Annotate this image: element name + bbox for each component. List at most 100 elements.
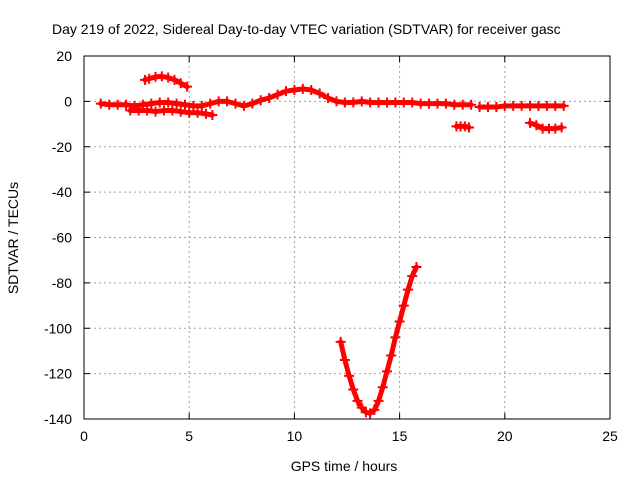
- data-point: [133, 105, 144, 116]
- x-tick-label: 10: [287, 428, 303, 444]
- data-point: [339, 97, 350, 108]
- data-point: [377, 382, 388, 393]
- y-tick-label: -120: [44, 366, 72, 382]
- data-point: [179, 99, 190, 110]
- data-point: [144, 73, 155, 84]
- data-point: [499, 100, 510, 111]
- data-point: [171, 98, 182, 109]
- chart-title: Day 219 of 2022, Sidereal Day-to-day VTE…: [52, 21, 561, 37]
- data-point: [474, 102, 485, 113]
- data-point: [167, 105, 178, 116]
- data-point: [175, 78, 186, 89]
- data-point: [407, 271, 418, 282]
- data-point: [205, 98, 216, 109]
- data-point: [175, 106, 186, 117]
- data-point: [201, 108, 212, 119]
- y-tick-label: -100: [44, 320, 72, 336]
- data-point: [339, 355, 350, 366]
- data-point: [207, 109, 218, 120]
- data-point: [280, 86, 291, 97]
- data-point: [365, 97, 376, 108]
- data-point: [403, 284, 414, 295]
- data-point: [222, 96, 233, 107]
- y-tick-label: -20: [52, 139, 72, 155]
- data-point: [390, 97, 401, 108]
- data-point: [182, 81, 193, 92]
- data-point: [289, 85, 300, 96]
- data-point: [188, 100, 199, 111]
- data-point: [525, 117, 536, 128]
- data-point: [531, 120, 542, 131]
- data-point: [323, 92, 334, 103]
- series-sat-a: [95, 83, 477, 111]
- data-point: [154, 97, 165, 108]
- data-point: [112, 99, 123, 110]
- data-point: [491, 102, 502, 113]
- y-tick-label: 0: [64, 93, 72, 109]
- data-point: [558, 100, 569, 111]
- data-point: [373, 97, 384, 108]
- series-sat-e: [451, 121, 475, 133]
- data-point: [381, 97, 392, 108]
- x-tick-label: 15: [392, 428, 408, 444]
- data-point: [386, 350, 397, 361]
- x-axis-label: GPS time / hours: [291, 458, 398, 474]
- data-point: [255, 95, 266, 106]
- data-point: [533, 100, 544, 111]
- series-sat-c: [125, 105, 218, 120]
- data-point: [508, 100, 519, 111]
- data-point: [348, 97, 359, 108]
- data-point: [163, 97, 174, 108]
- data-point: [381, 366, 392, 377]
- series-sat-f: [525, 117, 567, 134]
- data-point: [264, 92, 275, 103]
- data-point: [440, 98, 451, 109]
- data-point: [449, 99, 460, 110]
- data-point: [297, 83, 308, 94]
- data-point: [163, 72, 174, 83]
- data-point: [95, 98, 106, 109]
- data-point: [125, 105, 136, 116]
- data-point: [104, 99, 115, 110]
- x-tick-label: 20: [497, 428, 513, 444]
- data-point: [356, 96, 367, 107]
- data-point: [331, 96, 342, 107]
- data-point: [146, 98, 157, 109]
- series-sat-g: [335, 261, 422, 419]
- data-point: [184, 107, 195, 118]
- data-point: [158, 105, 169, 116]
- series-sat-b: [140, 71, 193, 92]
- data-point: [314, 88, 325, 99]
- data-point: [121, 99, 132, 110]
- data-point: [230, 98, 241, 109]
- y-tick-label: -80: [52, 275, 72, 291]
- x-tick-label: 0: [80, 428, 88, 444]
- y-axis-label: SDTVAR / TECUs: [5, 182, 21, 294]
- data-point: [398, 300, 409, 311]
- data-point: [272, 89, 283, 100]
- data-point: [550, 123, 561, 134]
- data-point: [156, 71, 167, 82]
- data-point: [335, 336, 346, 347]
- y-tick-label: 20: [56, 48, 72, 64]
- data-point: [407, 97, 418, 108]
- data-point: [142, 105, 153, 116]
- axis-ticks: 0 5 10 15 20 25 20 0 -20 -40 -60 -80 -100 -120 -140: [44, 48, 618, 444]
- data-point: [169, 74, 180, 85]
- data-point: [394, 316, 405, 327]
- series-sat-d: [474, 100, 569, 113]
- data-point: [196, 100, 207, 111]
- data-point: [348, 384, 359, 395]
- data-point: [550, 100, 561, 111]
- data-point: [398, 97, 409, 108]
- data-point: [466, 99, 477, 110]
- data-point: [247, 98, 258, 109]
- x-tick-label: 25: [602, 428, 618, 444]
- data-point: [516, 100, 527, 111]
- data-point: [424, 98, 435, 109]
- data-point: [482, 102, 493, 113]
- data-point: [344, 370, 355, 381]
- data-point: [432, 98, 443, 109]
- data-marks: [95, 71, 569, 419]
